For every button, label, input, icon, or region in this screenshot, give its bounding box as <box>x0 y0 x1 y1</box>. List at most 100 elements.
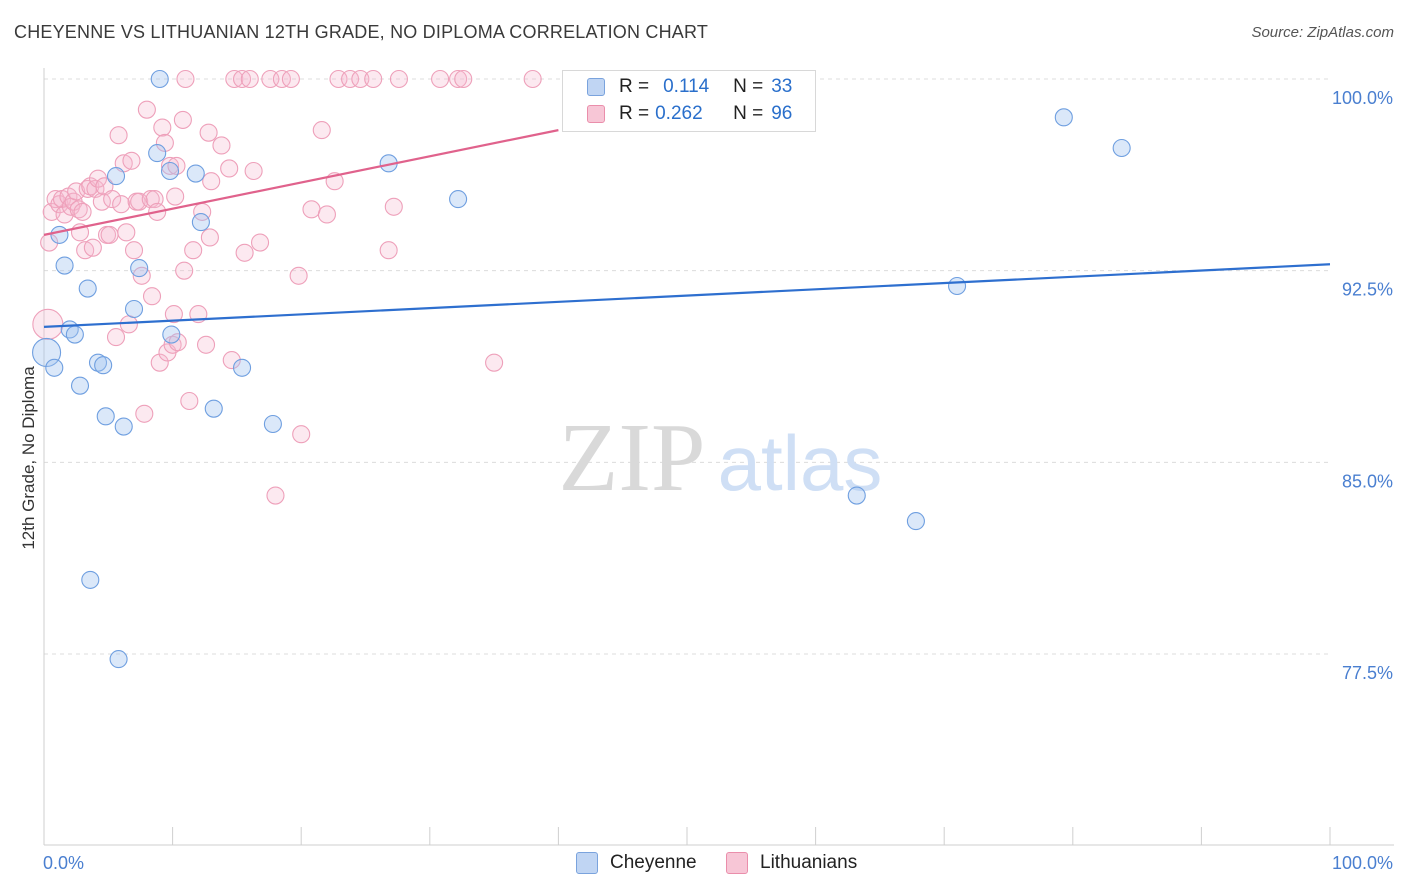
lithuanians-point <box>164 305 183 324</box>
legend-row-cheyenne: R = 0.114 N = 33 <box>587 75 792 99</box>
cheyenne-points <box>32 69 1131 669</box>
lithuanians-point <box>117 223 136 242</box>
cheyenne-point <box>109 650 128 669</box>
lithuanians-point <box>173 110 192 129</box>
lithuanians-point <box>109 126 128 145</box>
lithuanians-swatch <box>726 852 748 874</box>
y-tick-label: 85.0% <box>1342 471 1393 491</box>
lithuanians-point <box>379 241 398 260</box>
y-tick-label: 92.5% <box>1342 280 1393 300</box>
lithuanians-point <box>88 169 108 188</box>
lithuanians-point <box>184 241 203 260</box>
lithuanians-point <box>112 195 131 214</box>
cheyenne-point <box>1112 138 1131 158</box>
cheyenne-point <box>186 164 205 183</box>
lithuanians-point <box>232 69 252 89</box>
legend-item-cheyenne: Cheyenne <box>576 852 697 874</box>
cheyenne-point <box>81 570 100 589</box>
watermark-zip: ZIP <box>559 404 706 512</box>
lithuanians-point <box>175 261 194 280</box>
lithuanians-point <box>523 69 542 89</box>
lithuanians-point <box>244 161 263 181</box>
cheyenne-point <box>124 299 144 319</box>
chart-title: CHEYENNE VS LITHUANIAN 12TH GRADE, NO DI… <box>14 22 709 42</box>
lithuanians-point <box>449 69 468 89</box>
lithuanians-point <box>122 151 141 170</box>
lithuanians-point <box>199 123 218 142</box>
n-value: 33 <box>771 76 793 97</box>
legend-label-cheyenne: Cheyenne <box>610 852 697 873</box>
lithuanians-point <box>281 69 300 89</box>
y-axis-label: 12th Grade, No Diploma <box>19 366 38 550</box>
lithuanians-point <box>212 136 231 155</box>
lithuanians-point <box>220 159 239 178</box>
lithuanians-point <box>168 333 187 352</box>
lithuanians-point <box>135 404 154 423</box>
lithuanians-point <box>150 353 169 372</box>
lithuanians-point <box>103 190 122 209</box>
lithuanians-swatch <box>587 105 605 123</box>
cheyenne-point <box>94 356 113 375</box>
lithuanians-point <box>100 225 119 244</box>
lithuanians-point <box>202 172 221 191</box>
source-label: Source: ZipAtlas.com <box>1251 24 1394 41</box>
cheyenne-swatch <box>587 78 605 96</box>
cheyenne-point <box>948 276 967 296</box>
cheyenne-point <box>191 213 210 232</box>
lithuanians-point <box>166 187 185 206</box>
lithuanians-point <box>431 69 450 89</box>
cheyenne-point <box>148 144 167 163</box>
cheyenne-point <box>204 399 223 418</box>
lithuanians-point <box>106 328 126 347</box>
trend-lines <box>43 129 1331 328</box>
lithuanians-point <box>454 69 473 89</box>
lithuanians-point <box>389 69 408 89</box>
lithuanians-points <box>32 69 542 505</box>
cheyenne-point <box>162 325 181 344</box>
axes <box>43 68 1394 846</box>
lithuanians-point <box>289 266 308 285</box>
series-legend: Cheyenne Lithuanians <box>0 852 1406 878</box>
lithuanians-point <box>266 486 285 505</box>
lithuanians-point <box>160 156 180 175</box>
lithuanians-point <box>235 243 254 262</box>
r-value: 0.114 <box>663 76 710 97</box>
lithuanians-point <box>384 197 403 216</box>
cheyenne-point <box>106 167 126 186</box>
lithuanians-point <box>119 315 138 334</box>
r-value: 0.262 <box>655 103 703 124</box>
lithuanians-trend-line <box>43 129 559 236</box>
tick-labels: 100.0% 92.5% 85.0% 77.5% 0.0% 100.0% <box>43 88 1393 873</box>
lithuanians-point <box>200 228 219 247</box>
legend-item-lithuanians: Lithuanians <box>726 852 857 874</box>
x-tick-label: 0.0% <box>43 853 84 873</box>
cheyenne-point <box>88 353 108 372</box>
correlation-legend: R = 0.114 N = 33 R = 0.262 N = 96 <box>562 70 816 132</box>
lithuanians-point <box>341 69 360 89</box>
y-tick-label: 100.0% <box>1332 88 1393 108</box>
y-tick-label: 77.5% <box>1342 663 1393 683</box>
x-tick-label: 100.0% <box>1332 853 1393 873</box>
watermark: ZIP atlas <box>559 404 883 512</box>
lithuanians-point <box>67 182 86 201</box>
lithuanians-point <box>222 351 241 370</box>
lithuanians-point <box>137 100 156 119</box>
watermark-atlas: atlas <box>718 419 883 507</box>
legend-row-lithuanians: R = 0.262 N = 96 <box>587 102 792 126</box>
cheyenne-point <box>906 512 925 531</box>
cheyenne-point <box>78 279 97 298</box>
lithuanians-point <box>176 69 195 89</box>
cheyenne-point <box>847 486 866 505</box>
cheyenne-point <box>65 325 84 344</box>
r-label: R = <box>619 76 650 97</box>
n-value: 96 <box>771 103 793 124</box>
lithuanians-point <box>73 202 92 221</box>
lithuanians-point <box>83 238 102 257</box>
lithuanians-point <box>55 205 74 224</box>
cheyenne-point <box>1054 108 1073 127</box>
cheyenne-trend-line <box>43 263 1331 328</box>
cheyenne-point <box>55 256 74 275</box>
cheyenne-point <box>114 417 133 436</box>
cheyenne-point <box>70 376 90 395</box>
